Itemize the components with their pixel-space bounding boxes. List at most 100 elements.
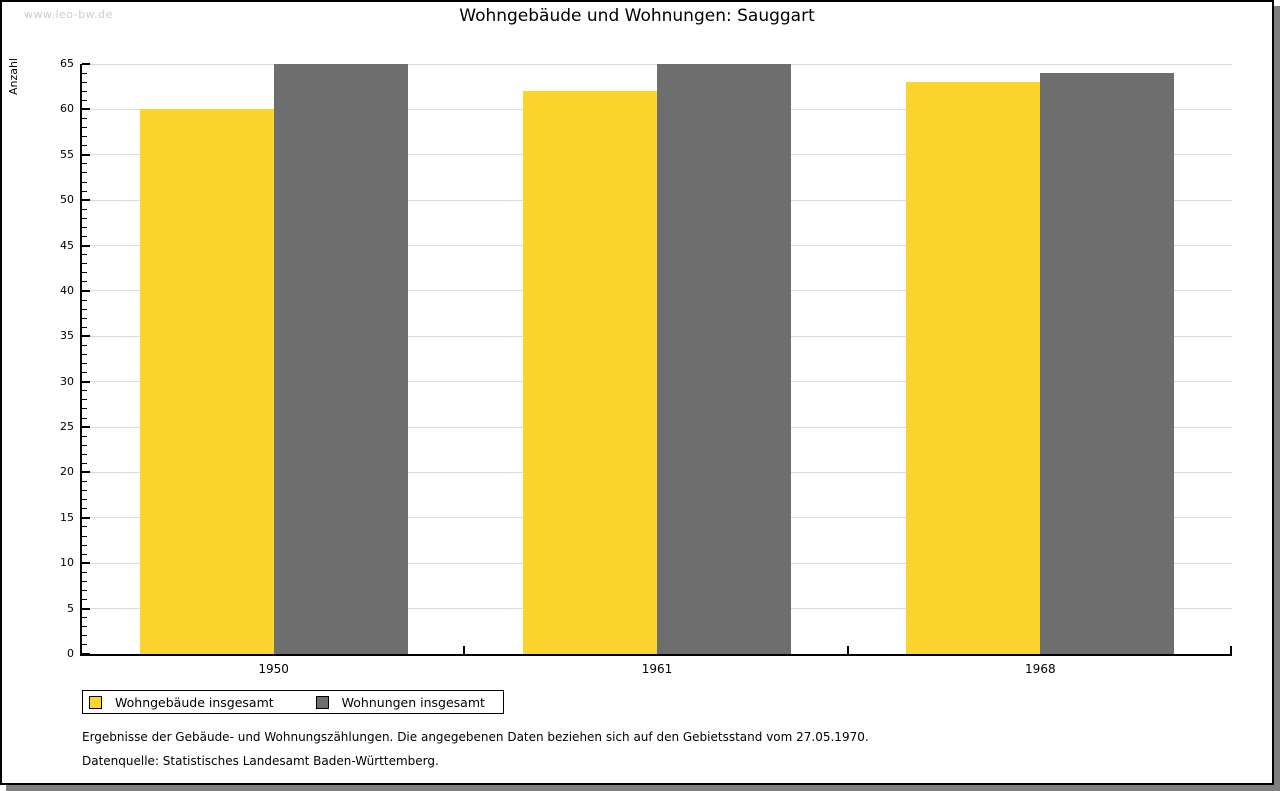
y-axis-tick-label: 45 xyxy=(60,238,74,252)
y-axis-tick-minor xyxy=(82,363,87,365)
y-axis-tick-label: 60 xyxy=(60,102,74,116)
y-axis-tick-minor xyxy=(82,235,87,237)
y-axis-tick-label: 35 xyxy=(60,329,74,343)
x-axis-tick xyxy=(1230,646,1232,654)
y-axis-tick-major xyxy=(82,516,90,519)
y-axis-tick-minor xyxy=(82,136,87,138)
y-axis-tick-minor xyxy=(82,172,87,174)
y-axis-tick-minor xyxy=(82,390,87,392)
x-axis-tick xyxy=(463,646,466,654)
y-axis-tick-label: 20 xyxy=(60,465,74,479)
y-axis-tick-minor xyxy=(82,72,87,74)
legend-item-wohngebaeude: Wohngebäude insgesamt xyxy=(89,695,274,710)
y-axis-tick-major xyxy=(82,653,90,655)
y-axis-tick-minor xyxy=(82,208,87,210)
y-axis-tick-minor xyxy=(82,453,87,455)
footer-note: Ergebnisse der Gebäude- und Wohnungszähl… xyxy=(82,730,869,744)
y-axis-tick-minor xyxy=(82,372,87,374)
y-axis-tick-minor xyxy=(82,553,87,555)
chart-title: Wohngebäude und Wohnungen: Sauggart xyxy=(459,6,815,26)
y-axis-tick-label: 40 xyxy=(60,283,74,297)
y-axis-tick-minor xyxy=(82,254,87,256)
legend-label-wohnungen: Wohnungen insgesamt xyxy=(341,694,485,710)
y-axis-tick-minor xyxy=(82,308,87,310)
legend-label-wohngebaeude: Wohngebäude insgesamt xyxy=(115,694,274,710)
y-axis-tick-minor xyxy=(82,462,87,464)
y-axis-tick-minor xyxy=(82,490,87,492)
y-axis-tick-minor xyxy=(82,535,87,537)
bar-wohnungen-1950 xyxy=(273,64,408,654)
y-axis-tick-minor xyxy=(82,444,87,446)
y-axis-tick-label: 25 xyxy=(60,420,74,434)
y-axis-tick-minor xyxy=(82,99,87,101)
y-axis-tick-minor xyxy=(82,481,87,483)
y-axis-tick-minor xyxy=(82,617,87,619)
plot-area: 0 5 10 15 20 25 30 35 40 45 50 55 60 65 1950 1961 1968 xyxy=(60,57,1232,676)
y-axis-tick-label: 0 xyxy=(67,647,74,660)
y-axis-tick-label: 50 xyxy=(60,193,74,207)
y-axis-tick-minor xyxy=(82,644,87,646)
bar-wohngebaeude-1968 xyxy=(906,82,1041,654)
y-axis-tick-minor xyxy=(82,589,87,591)
x-axis-tick-label: 1968 xyxy=(1025,662,1056,676)
legend-swatch-wohngebaeude xyxy=(89,695,102,709)
y-axis-tick-minor xyxy=(82,499,87,501)
bar-wohnungen-1968 xyxy=(1040,73,1175,654)
bar-wohnungen-1961 xyxy=(657,64,791,654)
y-axis-tick-minor xyxy=(82,90,87,92)
y-axis-tick-major xyxy=(82,607,90,610)
y-axis-tick-label: 30 xyxy=(60,374,74,388)
y-axis-tick-minor xyxy=(82,626,87,628)
y-axis-tick-minor xyxy=(82,281,87,283)
y-axis-tick-minor xyxy=(82,326,87,328)
watermark: www.leo-bw.de xyxy=(24,8,113,21)
y-axis-tick-label: 5 xyxy=(67,601,74,615)
y-axis-tick-minor xyxy=(82,580,87,582)
y-axis-tick-minor xyxy=(82,181,87,183)
y-axis-tick-minor xyxy=(82,353,87,355)
y-axis-tick-major xyxy=(82,471,90,474)
bar-wohngebaeude-1950 xyxy=(139,109,274,654)
y-axis-tick-minor xyxy=(82,145,87,147)
y-axis-tick-minor xyxy=(82,263,87,265)
y-axis-tick-minor xyxy=(82,81,87,83)
y-axis-tick-minor xyxy=(82,344,87,346)
y-axis-tick-minor xyxy=(82,417,87,419)
y-axis-tick-minor xyxy=(82,544,87,546)
legend: Wohngebäude insgesamt Wohnungen insgesam… xyxy=(82,690,504,714)
y-axis-tick-major xyxy=(82,153,90,156)
y-axis-tick-major xyxy=(82,108,90,111)
footer-source: Datenquelle: Statistisches Landesamt Bad… xyxy=(82,754,439,768)
y-axis-tick-major xyxy=(82,289,90,292)
y-axis-tick-minor xyxy=(82,163,87,165)
y-axis-tick-minor xyxy=(82,272,87,274)
y-axis-tick-label: 65 xyxy=(60,57,74,70)
y-axis-tick-major xyxy=(82,380,90,383)
y-axis-tick-major xyxy=(82,199,90,202)
y-axis-tick-minor xyxy=(82,217,87,219)
bar-wohngebaeude-1961 xyxy=(523,91,657,654)
y-axis-tick-minor xyxy=(82,599,87,601)
y-axis-tick-minor xyxy=(82,435,87,437)
x-axis-tick xyxy=(846,646,849,654)
y-axis-tick-minor xyxy=(82,117,87,119)
y-axis-tick-label: 55 xyxy=(60,147,74,161)
y-axis-tick-minor xyxy=(82,399,87,401)
x-axis-tick-label: 1950 xyxy=(258,662,289,676)
y-axis-tick-minor xyxy=(82,226,87,228)
y-axis-tick-major xyxy=(82,63,90,65)
y-axis-tick-major xyxy=(82,426,90,429)
y-axis-tick-label: 10 xyxy=(60,556,74,570)
y-axis-tick-minor xyxy=(82,635,87,637)
y-axis-tick-minor xyxy=(82,299,87,301)
y-axis-tick-minor xyxy=(82,317,87,319)
y-axis-tick-major xyxy=(82,244,90,247)
legend-item-wohnungen: Wohnungen insgesamt xyxy=(315,694,485,710)
y-axis-tick-label: 15 xyxy=(60,510,74,524)
y-axis-tick-minor xyxy=(82,408,87,410)
y-axis-tick-minor xyxy=(82,526,87,528)
y-axis-tick-major xyxy=(82,562,90,565)
y-axis-tick-minor xyxy=(82,127,87,129)
y-axis-tick-minor xyxy=(82,190,87,192)
y-axis-label: Anzahl xyxy=(7,58,20,96)
